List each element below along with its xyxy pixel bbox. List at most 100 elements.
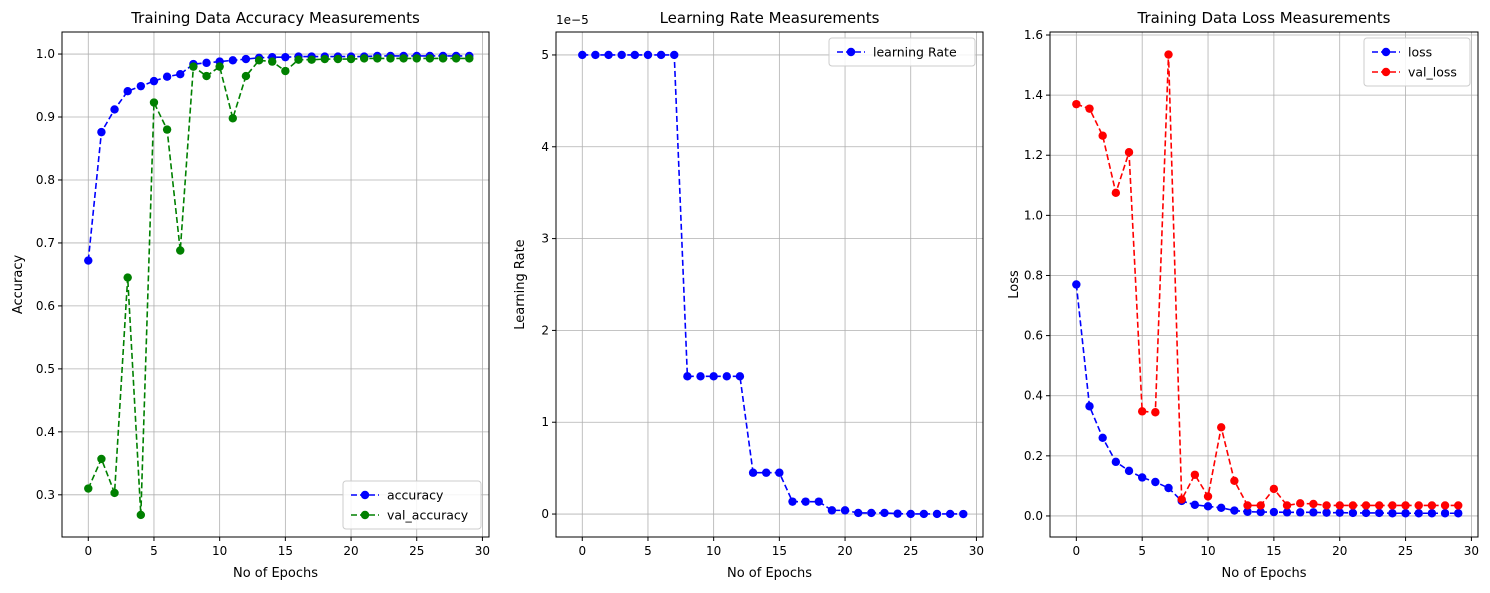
- y-offset-label: 1e−5: [556, 13, 589, 27]
- data-point: [1085, 104, 1094, 113]
- data-point: [228, 114, 237, 123]
- x-axis-label: No of Epochs: [727, 566, 812, 581]
- data-point: [919, 509, 929, 519]
- legend-label: val_loss: [1408, 65, 1457, 80]
- legend-marker: [1381, 67, 1391, 77]
- x-tick-label: 10: [706, 544, 721, 558]
- data-point: [202, 58, 211, 68]
- data-point: [1111, 457, 1121, 467]
- data-point: [1243, 501, 1252, 510]
- data-point: [465, 54, 474, 63]
- x-tick-label: 5: [1138, 544, 1146, 558]
- x-tick-label: 0: [578, 544, 586, 558]
- data-point: [1190, 500, 1200, 510]
- x-axis-label: No of Epochs: [1221, 566, 1306, 581]
- data-point: [110, 105, 119, 114]
- y-tick-label: 5: [541, 48, 549, 62]
- y-tick-label: 0: [541, 507, 549, 521]
- data-point: [228, 56, 237, 65]
- x-tick-label: 20: [837, 544, 852, 558]
- data-point: [959, 509, 968, 519]
- data-point: [1137, 407, 1147, 416]
- data-point: [1427, 501, 1437, 510]
- x-tick-label: 25: [409, 544, 424, 558]
- data-point: [215, 62, 224, 71]
- series-val_loss: [1072, 50, 1463, 510]
- series-line: [1075, 284, 1459, 515]
- data-point: [1361, 501, 1371, 510]
- data-point: [1151, 408, 1160, 417]
- data-point: [1454, 509, 1463, 518]
- data-point: [176, 69, 185, 79]
- data-point: [1256, 507, 1265, 517]
- data-point: [1375, 501, 1384, 510]
- data-point: [1401, 509, 1410, 518]
- data-point: [1282, 501, 1292, 510]
- data-point: [696, 372, 705, 381]
- legend-marker: [360, 510, 370, 520]
- data-point: [1243, 507, 1252, 516]
- legend-label: loss: [1408, 45, 1432, 60]
- data-point: [1072, 99, 1081, 109]
- data-point: [604, 50, 613, 60]
- data-point: [1335, 508, 1344, 517]
- y-axis-label: Accuracy: [11, 255, 26, 315]
- data-point: [1348, 508, 1358, 518]
- y-tick-label: 3: [541, 232, 549, 246]
- data-point: [867, 508, 876, 518]
- data-point: [1098, 131, 1107, 140]
- x-axis-label: No of Epochs: [233, 566, 318, 581]
- data-point: [591, 50, 600, 60]
- data-point: [1388, 501, 1397, 510]
- legend: accuracy val_accuracy: [342, 480, 482, 530]
- y-tick-label: 0.8: [1024, 268, 1043, 282]
- legend-label: val_accuracy: [387, 508, 469, 523]
- data-point: [814, 497, 823, 506]
- legend-box: [342, 480, 482, 530]
- data-point: [1230, 476, 1239, 485]
- data-point: [307, 55, 316, 64]
- data-point: [1375, 508, 1384, 518]
- data-point: [1309, 499, 1318, 509]
- data-point: [425, 54, 435, 63]
- x-tick-label: 5: [644, 544, 652, 558]
- y-tick-label: 0.3: [36, 488, 55, 502]
- data-point: [1348, 501, 1358, 510]
- data-point: [241, 54, 251, 64]
- data-point: [1269, 484, 1279, 494]
- legend-marker: [360, 490, 370, 500]
- data-point: [1440, 501, 1450, 510]
- data-point: [1427, 509, 1437, 518]
- data-point: [1072, 280, 1081, 289]
- series-loss: [1072, 280, 1463, 518]
- data-point: [346, 54, 356, 64]
- data-point: [1322, 508, 1331, 517]
- data-point: [827, 506, 837, 515]
- data-point: [578, 50, 587, 60]
- data-point: [281, 66, 290, 76]
- legend-label: accuracy: [387, 488, 444, 503]
- data-point: [1282, 508, 1292, 517]
- series-val_accuracy: [84, 54, 474, 520]
- data-point: [709, 372, 718, 381]
- x-tick-label: 20: [1332, 544, 1347, 558]
- y-tick-label: 1.4: [1024, 88, 1043, 102]
- y-tick-label: 2: [541, 323, 549, 337]
- x-tick-label: 25: [1398, 544, 1413, 558]
- x-tick-label: 10: [1200, 544, 1215, 558]
- data-point: [149, 98, 159, 107]
- series-line: [87, 55, 470, 261]
- data-point: [1111, 188, 1121, 198]
- data-point: [1177, 495, 1186, 504]
- x-tick-label: 20: [343, 544, 358, 558]
- data-point: [399, 54, 408, 63]
- data-point: [1137, 473, 1147, 482]
- data-point: [1190, 470, 1200, 479]
- series-line: [582, 54, 964, 515]
- data-point: [735, 372, 745, 381]
- x-tick-label: 10: [212, 544, 227, 558]
- data-point: [1269, 507, 1279, 517]
- data-point: [373, 54, 382, 63]
- x-tick-label: 0: [1073, 544, 1081, 558]
